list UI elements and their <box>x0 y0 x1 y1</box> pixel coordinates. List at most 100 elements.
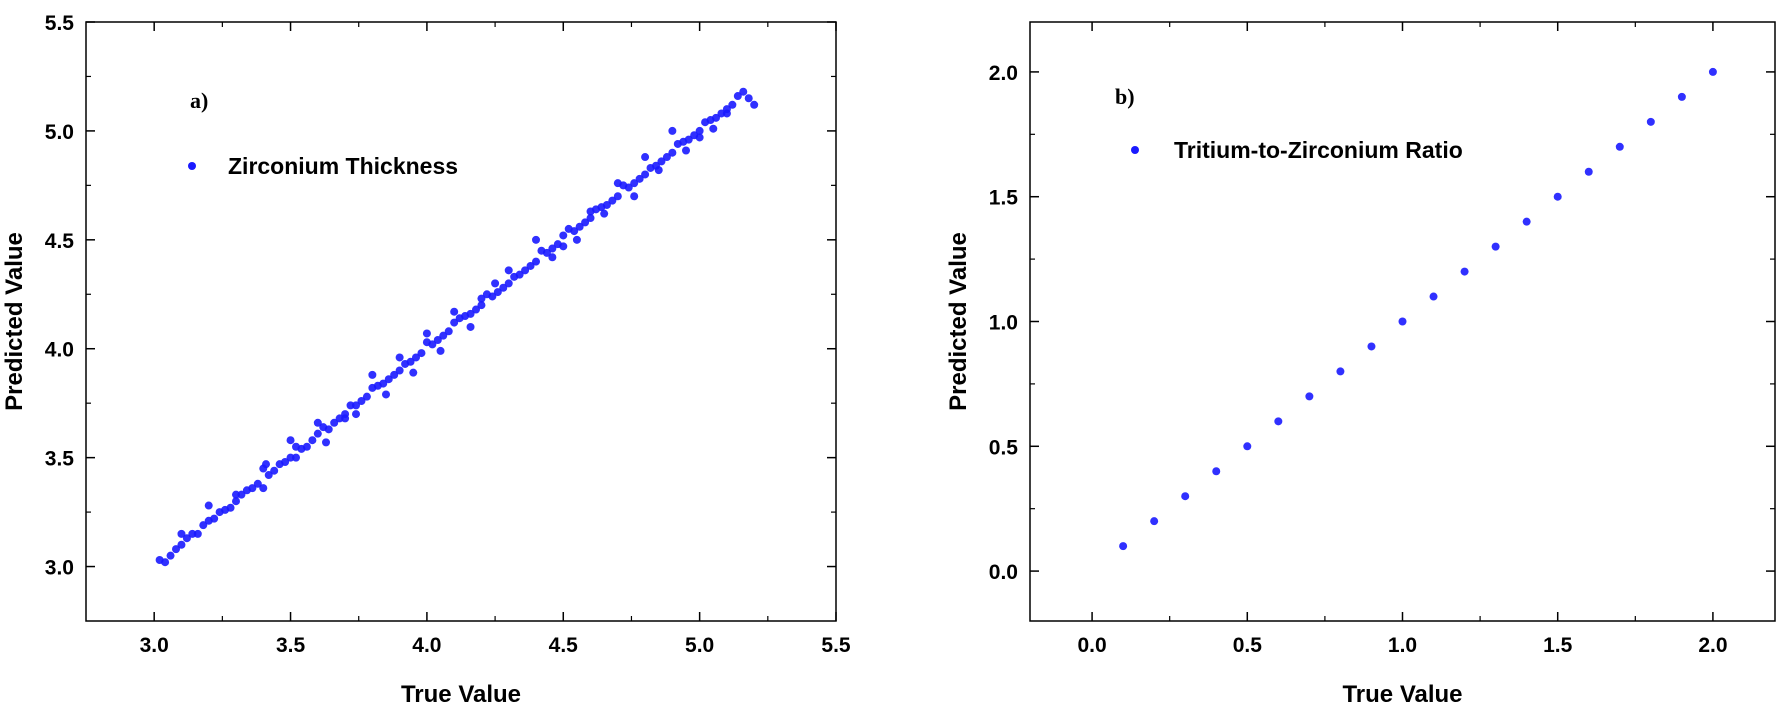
data-point-0-89 <box>641 170 650 179</box>
data-point-0-136 <box>409 368 418 377</box>
data-point-0-106 <box>733 92 742 101</box>
data-point-0-133 <box>322 438 330 447</box>
data-point-0-5 <box>182 534 191 543</box>
data-point-0-83 <box>608 196 617 205</box>
data-point-0-84 <box>613 192 622 201</box>
x-tick-label: 0.5 <box>1233 634 1263 657</box>
data-point-0-46 <box>406 357 415 366</box>
data-point-1-10 <box>1429 292 1438 301</box>
data-point-0-41 <box>379 379 388 388</box>
data-point-0-37 <box>357 397 366 406</box>
x-tick-label: 4.5 <box>549 634 579 657</box>
data-point-0-3 <box>172 545 180 554</box>
data-point-0-48 <box>417 349 426 358</box>
data-point-0-143 <box>630 192 639 201</box>
data-point-1-4 <box>1243 442 1252 451</box>
data-point-0-20 <box>264 471 273 480</box>
data-point-0-139 <box>491 279 500 288</box>
data-point-0-102 <box>712 113 720 122</box>
y-tick-label: 1.5 <box>989 187 1019 210</box>
x-axis-title: True Value <box>1342 681 1462 708</box>
data-point-1-17 <box>1646 117 1655 126</box>
y-tick-label: 4.5 <box>45 230 75 253</box>
data-point-0-66 <box>515 270 524 279</box>
data-point-0-125 <box>586 207 595 216</box>
data-point-1-15 <box>1584 167 1593 176</box>
data-point-1-13 <box>1522 217 1531 226</box>
y-tick-label: 5.5 <box>45 12 75 35</box>
data-point-0-17 <box>248 484 257 493</box>
legend-marker-0 <box>188 162 196 170</box>
data-point-0-2 <box>166 551 175 560</box>
y-tick-label: 4.0 <box>45 339 74 362</box>
panel-label: b) <box>1115 84 1135 109</box>
data-point-0-51 <box>433 336 442 345</box>
data-point-0-140 <box>548 253 557 262</box>
legend-label: Tritium-to-Zirconium Ratio <box>1174 137 1463 163</box>
data-point-0-7 <box>193 529 202 538</box>
data-point-0-61 <box>488 292 497 301</box>
data-point-0-78 <box>581 218 590 227</box>
data-point-0-138 <box>466 322 475 331</box>
data-point-0-21 <box>270 466 279 475</box>
data-point-0-29 <box>313 429 322 438</box>
data-point-0-1 <box>161 558 170 567</box>
data-point-0-59 <box>477 301 486 310</box>
data-point-0-47 <box>412 353 420 362</box>
x-tick-label: 3.5 <box>276 634 306 657</box>
data-point-1-11 <box>1460 267 1469 276</box>
data-point-0-128 <box>668 126 677 135</box>
data-point-0-92 <box>657 157 666 166</box>
data-point-0-124 <box>559 242 568 251</box>
data-point-0-137 <box>436 346 445 355</box>
y-tick-label: 3.5 <box>45 448 75 471</box>
data-point-0-105 <box>728 100 737 109</box>
data-point-0-23 <box>281 457 290 466</box>
data-point-0-109 <box>750 100 759 109</box>
data-point-0-135 <box>382 390 390 399</box>
data-point-0-77 <box>575 222 584 231</box>
data-point-0-64 <box>504 279 513 288</box>
data-point-0-36 <box>352 401 360 410</box>
data-point-0-113 <box>259 484 268 493</box>
data-point-0-88 <box>635 174 644 183</box>
data-point-0-53 <box>444 327 453 336</box>
data-point-0-18 <box>253 479 262 488</box>
data-point-1-5 <box>1274 417 1283 426</box>
y-tick-label: 3.0 <box>45 557 74 580</box>
data-point-0-99 <box>695 126 704 135</box>
data-point-0-52 <box>439 331 448 340</box>
data-point-0-93 <box>662 153 671 162</box>
x-tick-label: 3.0 <box>140 634 169 657</box>
data-point-0-31 <box>324 425 333 434</box>
data-point-0-43 <box>390 370 399 379</box>
data-point-1-1 <box>1150 517 1159 526</box>
data-point-0-87 <box>630 179 639 188</box>
y-tick-label: 5.0 <box>45 121 74 144</box>
data-point-0-44 <box>395 366 404 375</box>
data-point-1-7 <box>1336 367 1345 376</box>
data-point-0-76 <box>570 227 579 236</box>
data-point-0-28 <box>308 436 317 445</box>
data-point-0-108 <box>744 94 753 103</box>
x-tick-label: 1.0 <box>1388 634 1417 657</box>
data-point-0-127 <box>641 153 650 162</box>
legend-label: Zirconium Thickness <box>228 153 458 179</box>
data-point-0-145 <box>682 146 690 155</box>
y-tick-label: 2.0 <box>989 62 1018 85</box>
data-point-0-134 <box>352 410 360 419</box>
data-point-0-112 <box>232 490 240 499</box>
data-point-0-62 <box>493 288 502 297</box>
data-point-0-38 <box>362 392 371 401</box>
data-point-0-118 <box>395 353 404 362</box>
x-axis-title: True Value <box>401 681 521 708</box>
y-tick-label: 0.5 <box>989 436 1019 459</box>
y-tick-label: 0.0 <box>989 561 1018 584</box>
data-point-1-8 <box>1367 342 1376 351</box>
data-point-0-131 <box>262 460 270 469</box>
data-point-0-57 <box>466 309 475 318</box>
data-point-0-122 <box>504 266 513 275</box>
y-axis-title: Predicted Value <box>1 232 28 411</box>
data-point-1-19 <box>1708 67 1717 76</box>
